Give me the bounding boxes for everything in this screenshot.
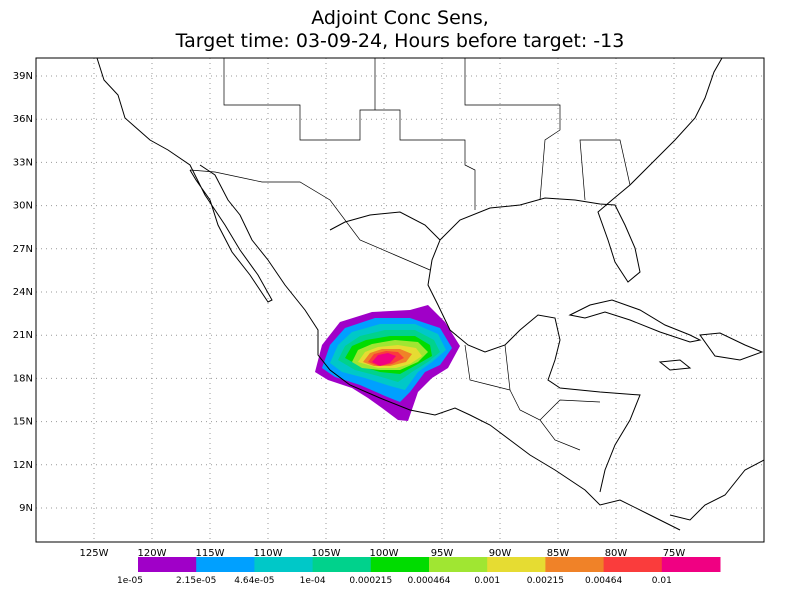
colorbar-label: 0.000464: [408, 576, 451, 586]
border: [189, 169, 431, 271]
colorbar-label: 0.00464: [585, 576, 622, 586]
island: [658, 359, 692, 371]
title-line: Target time: 03-09-24, Hours before targ…: [175, 30, 625, 52]
lon-label: 95W: [431, 548, 454, 559]
colorbar-swatch: [254, 557, 314, 572]
colorbar-swatch: [312, 557, 372, 572]
colorbar-label: 1e-04: [300, 576, 326, 586]
lat-label: 9N: [19, 503, 33, 514]
lon-label: 110W: [254, 548, 283, 559]
island: [568, 299, 702, 343]
colorbar-swatch: [196, 557, 255, 572]
border: [223, 58, 631, 210]
colorbar-label: 0.000215: [349, 576, 392, 586]
island: [699, 332, 764, 361]
colorbar-swatch: [370, 557, 430, 572]
colorbar-label: 1e-05: [117, 576, 143, 586]
lon-label: 75W: [663, 548, 686, 559]
lon-label: 80W: [605, 548, 628, 559]
coast: [199, 164, 681, 531]
lon-label: 120W: [138, 548, 167, 559]
borders: [189, 58, 631, 451]
coastlines: [96, 57, 765, 531]
axis-labels: 39N 36N 33N 30N 27N 24N 21N 18N 15N 12N 9N 125W 120W…: [13, 71, 686, 559]
coast: [669, 459, 765, 521]
lat-label: 36N: [13, 114, 33, 125]
lat-label: 15N: [13, 417, 33, 428]
colorbar-swatch: [429, 557, 488, 572]
colorbar-swatch: [603, 557, 663, 572]
lat-label: 30N: [13, 201, 33, 212]
colorbar-label: 0.001: [474, 576, 500, 586]
colorbar-swatch: [545, 557, 605, 572]
lat-label: 21N: [13, 330, 33, 341]
graticule: [36, 58, 764, 542]
coast: [439, 57, 723, 283]
lat-label: 24N: [13, 287, 33, 298]
lon-label: 100W: [370, 548, 399, 559]
map-frame: [35, 57, 765, 543]
lat-label: 18N: [13, 373, 33, 384]
colorbar-swatch: [138, 557, 197, 572]
colorbar-swatch: [661, 557, 721, 572]
colorbar-label: 2.15e-05: [176, 576, 216, 586]
colorbar-label: 0.00215: [527, 576, 564, 586]
lon-label: 115W: [196, 548, 225, 559]
lon-label: 90W: [489, 548, 512, 559]
lon-label: 125W: [80, 548, 109, 559]
colorbar-swatch: [487, 557, 546, 572]
lat-label: 12N: [13, 460, 33, 471]
title-line: Adjoint Conc Sens,: [311, 7, 489, 29]
lat-label: 27N: [13, 244, 33, 255]
colorbar: 1e-05 2.15e-05 4.64e-05 1e-04 0.000215 0.0004…: [117, 557, 721, 586]
contour-fill: [372, 353, 396, 366]
coast: [329, 211, 641, 493]
lon-label: 105W: [312, 548, 341, 559]
colorbar-label: 0.01: [652, 576, 672, 586]
border: [464, 344, 601, 451]
colorbar-label: 4.64e-05: [234, 576, 274, 586]
lon-label: 85W: [547, 548, 570, 559]
coast: [96, 57, 273, 303]
lat-label: 33N: [13, 157, 33, 168]
lat-label: 39N: [13, 71, 33, 82]
sensitivity-plume: [315, 305, 460, 421]
